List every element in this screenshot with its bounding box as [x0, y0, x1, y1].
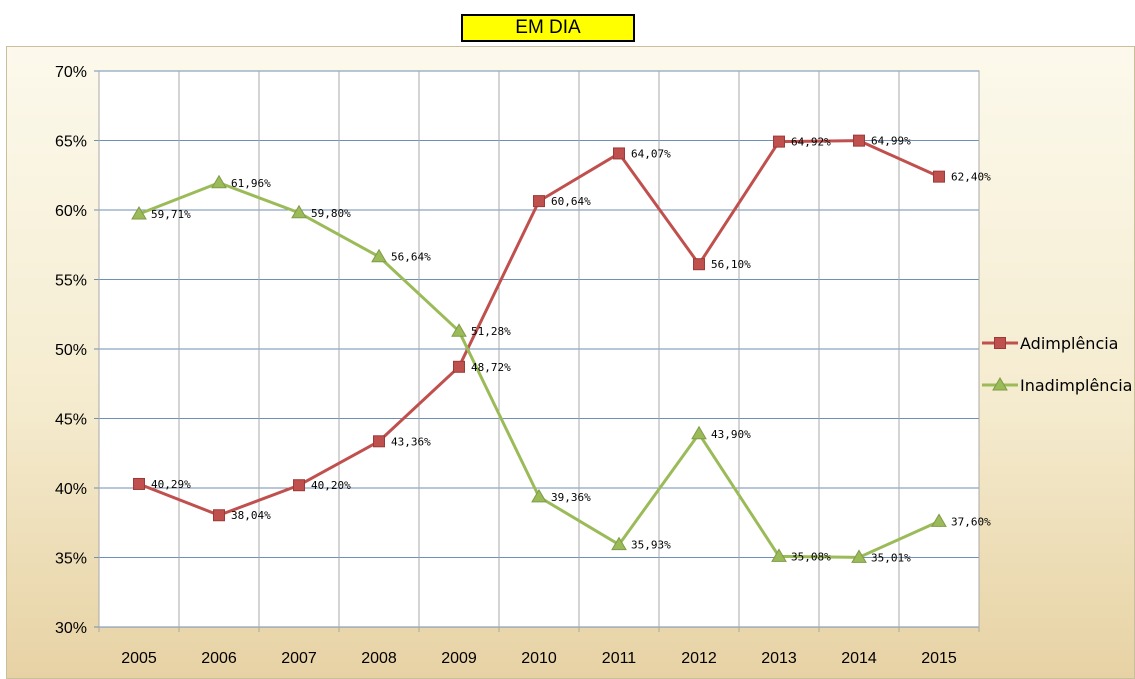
data-label: 59,71%	[151, 208, 191, 221]
legend-marker	[992, 377, 1008, 391]
data-point	[371, 248, 387, 263]
legend-label: Adimplência	[1020, 334, 1118, 353]
x-tick-label: 2005	[121, 650, 157, 667]
data-label: 64,99%	[871, 135, 911, 148]
x-tick-label: 2008	[361, 650, 397, 667]
y-tick-label: 35%	[55, 551, 87, 568]
x-tick-label: 2015	[921, 650, 957, 667]
data-label: 35,01%	[871, 551, 911, 564]
y-tick-label: 65%	[55, 134, 87, 151]
data-label: 39,36%	[551, 491, 591, 504]
y-tick-label: 45%	[55, 412, 87, 429]
data-point	[373, 435, 385, 448]
data-label: 60,64%	[551, 195, 591, 208]
data-label: 59,80%	[311, 207, 351, 220]
y-tick-label: 30%	[55, 620, 87, 637]
data-point	[453, 360, 465, 373]
data-point	[611, 536, 627, 551]
data-point	[851, 549, 867, 563]
data-label: 64,92%	[791, 136, 831, 149]
data-point	[931, 513, 947, 527]
x-tick-label: 2012	[681, 650, 717, 667]
data-point	[293, 479, 305, 492]
x-tick-label: 2007	[281, 650, 317, 667]
data-label: 40,20%	[311, 479, 351, 492]
data-point	[291, 204, 307, 219]
y-tick-label: 55%	[55, 273, 87, 290]
data-point	[771, 548, 787, 562]
data-label: 38,04%	[231, 509, 271, 522]
data-label: 61,96%	[231, 177, 271, 190]
data-point	[131, 206, 147, 220]
data-point	[451, 323, 467, 337]
data-label: 48,72%	[471, 361, 511, 374]
data-point	[613, 147, 625, 160]
data-label: 51,28%	[471, 325, 511, 338]
data-point	[691, 425, 707, 440]
legend-label: Inadimplência	[1020, 376, 1132, 395]
y-tick-label: 60%	[55, 203, 87, 220]
x-tick-label: 2014	[841, 650, 877, 667]
data-point	[773, 135, 785, 148]
data-label: 40,29%	[151, 478, 191, 491]
data-point	[211, 174, 227, 189]
x-tick-label: 2006	[201, 650, 237, 667]
data-point	[533, 195, 545, 208]
data-point	[693, 258, 705, 271]
data-label: 37,60%	[951, 515, 991, 528]
x-tick-label: 2011	[602, 650, 637, 667]
data-point	[531, 488, 547, 503]
data-label: 43,36%	[391, 435, 431, 448]
data-label: 56,64%	[391, 251, 431, 264]
x-tick-label: 2010	[521, 650, 557, 667]
x-tick-label: 2013	[761, 650, 797, 667]
data-label: 35,08%	[791, 550, 831, 563]
data-label: 56,10%	[711, 258, 751, 271]
data-label: 62,40%	[951, 171, 991, 184]
data-label: 35,93%	[631, 539, 671, 552]
chart-title: EM DIA	[461, 14, 635, 42]
y-tick-label: 40%	[55, 481, 87, 498]
legend-marker	[994, 337, 1006, 349]
data-point	[133, 477, 145, 490]
data-point	[853, 134, 865, 147]
data-point	[213, 509, 225, 522]
x-tick-label: 2009	[441, 650, 477, 667]
data-label: 43,90%	[711, 428, 751, 441]
data-label: 64,07%	[631, 147, 671, 160]
y-tick-label: 50%	[55, 342, 87, 359]
data-point	[933, 170, 945, 183]
y-tick-label: 70%	[55, 64, 87, 81]
